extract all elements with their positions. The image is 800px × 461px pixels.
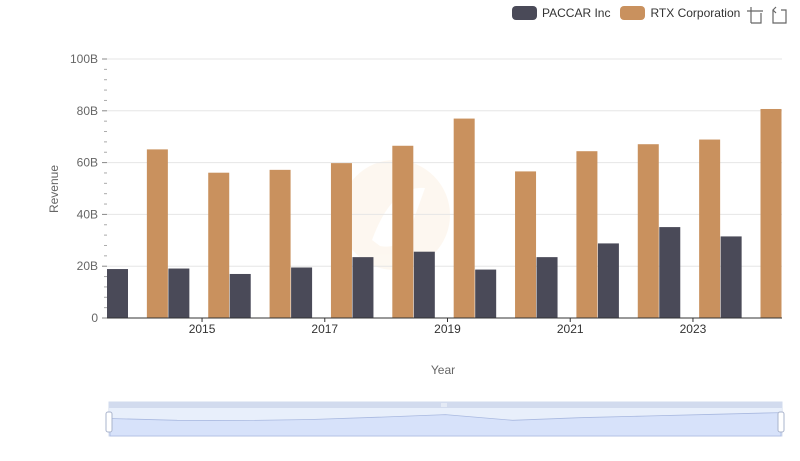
chart-toolbox bbox=[746, 6, 788, 24]
y-tick-label: 20B bbox=[77, 259, 98, 273]
bar-rtx-2021 bbox=[576, 151, 598, 318]
slider-right-handle[interactable] bbox=[777, 411, 785, 433]
bar-rtx-2014 bbox=[146, 149, 168, 318]
y-tick-label: 0 bbox=[91, 311, 98, 325]
x-tick-label: 2019 bbox=[434, 322, 461, 336]
x-tick-label: 2017 bbox=[311, 322, 338, 336]
legend-item-paccar[interactable]: PACCAR Inc bbox=[512, 6, 610, 20]
legend-item-rtx[interactable]: RTX Corporation bbox=[620, 6, 740, 20]
legend-swatch-rtx bbox=[620, 6, 646, 20]
y-tick-label: 80B bbox=[77, 104, 98, 118]
bar-rtx-2017 bbox=[330, 163, 352, 318]
y-tick-label: 60B bbox=[77, 156, 98, 170]
bar-paccar-2018 bbox=[352, 257, 374, 318]
y-tick-label: 100B bbox=[70, 52, 98, 66]
bar-rtx-2023 bbox=[699, 139, 721, 318]
bar-rtx-2018 bbox=[392, 145, 414, 318]
x-tick-label: 2021 bbox=[557, 322, 584, 336]
bar-paccar-2019 bbox=[413, 251, 435, 318]
bar-paccar-2021 bbox=[536, 257, 558, 318]
y-tick-label: 40B bbox=[77, 207, 98, 221]
bar-paccar-2015 bbox=[168, 268, 190, 318]
legend-label-paccar: PACCAR Inc bbox=[542, 6, 611, 20]
chart-legend: PACCAR Inc RTX Corporation bbox=[512, 4, 750, 22]
y-axis-title: Revenue bbox=[47, 165, 61, 213]
bar-paccar-2017 bbox=[291, 267, 313, 318]
zoom-icon[interactable] bbox=[746, 6, 764, 24]
restore-icon[interactable] bbox=[770, 6, 788, 24]
legend-label-rtx: RTX Corporation bbox=[650, 6, 741, 20]
bar-rtx-2015 bbox=[208, 172, 230, 318]
x-tick-label: 2015 bbox=[189, 322, 216, 336]
x-axis-title: Year bbox=[431, 363, 455, 377]
slider-left-handle[interactable] bbox=[105, 411, 113, 433]
bar-paccar-2020 bbox=[475, 269, 497, 318]
data-zoom-slider[interactable] bbox=[105, 401, 785, 437]
legend-swatch-paccar bbox=[512, 6, 537, 20]
x-tick-label: 2023 bbox=[680, 322, 707, 336]
bar-rtx-2016 bbox=[269, 169, 291, 318]
bar-paccar-2016 bbox=[229, 273, 251, 318]
bar-rtx-2022 bbox=[637, 144, 659, 318]
bar-paccar-2024 bbox=[720, 236, 742, 318]
slider-grip-icon[interactable] bbox=[441, 403, 447, 407]
bar-rtx-2024 bbox=[760, 108, 782, 318]
bar-paccar-2022 bbox=[597, 243, 619, 318]
bar-paccar-2023 bbox=[659, 227, 681, 318]
slider-top-bar[interactable] bbox=[109, 402, 782, 408]
slider-preview-area bbox=[109, 412, 782, 437]
bar-paccar-2014 bbox=[107, 269, 128, 318]
bar-rtx-2019 bbox=[453, 118, 475, 318]
bar-rtx-2020 bbox=[515, 171, 537, 318]
